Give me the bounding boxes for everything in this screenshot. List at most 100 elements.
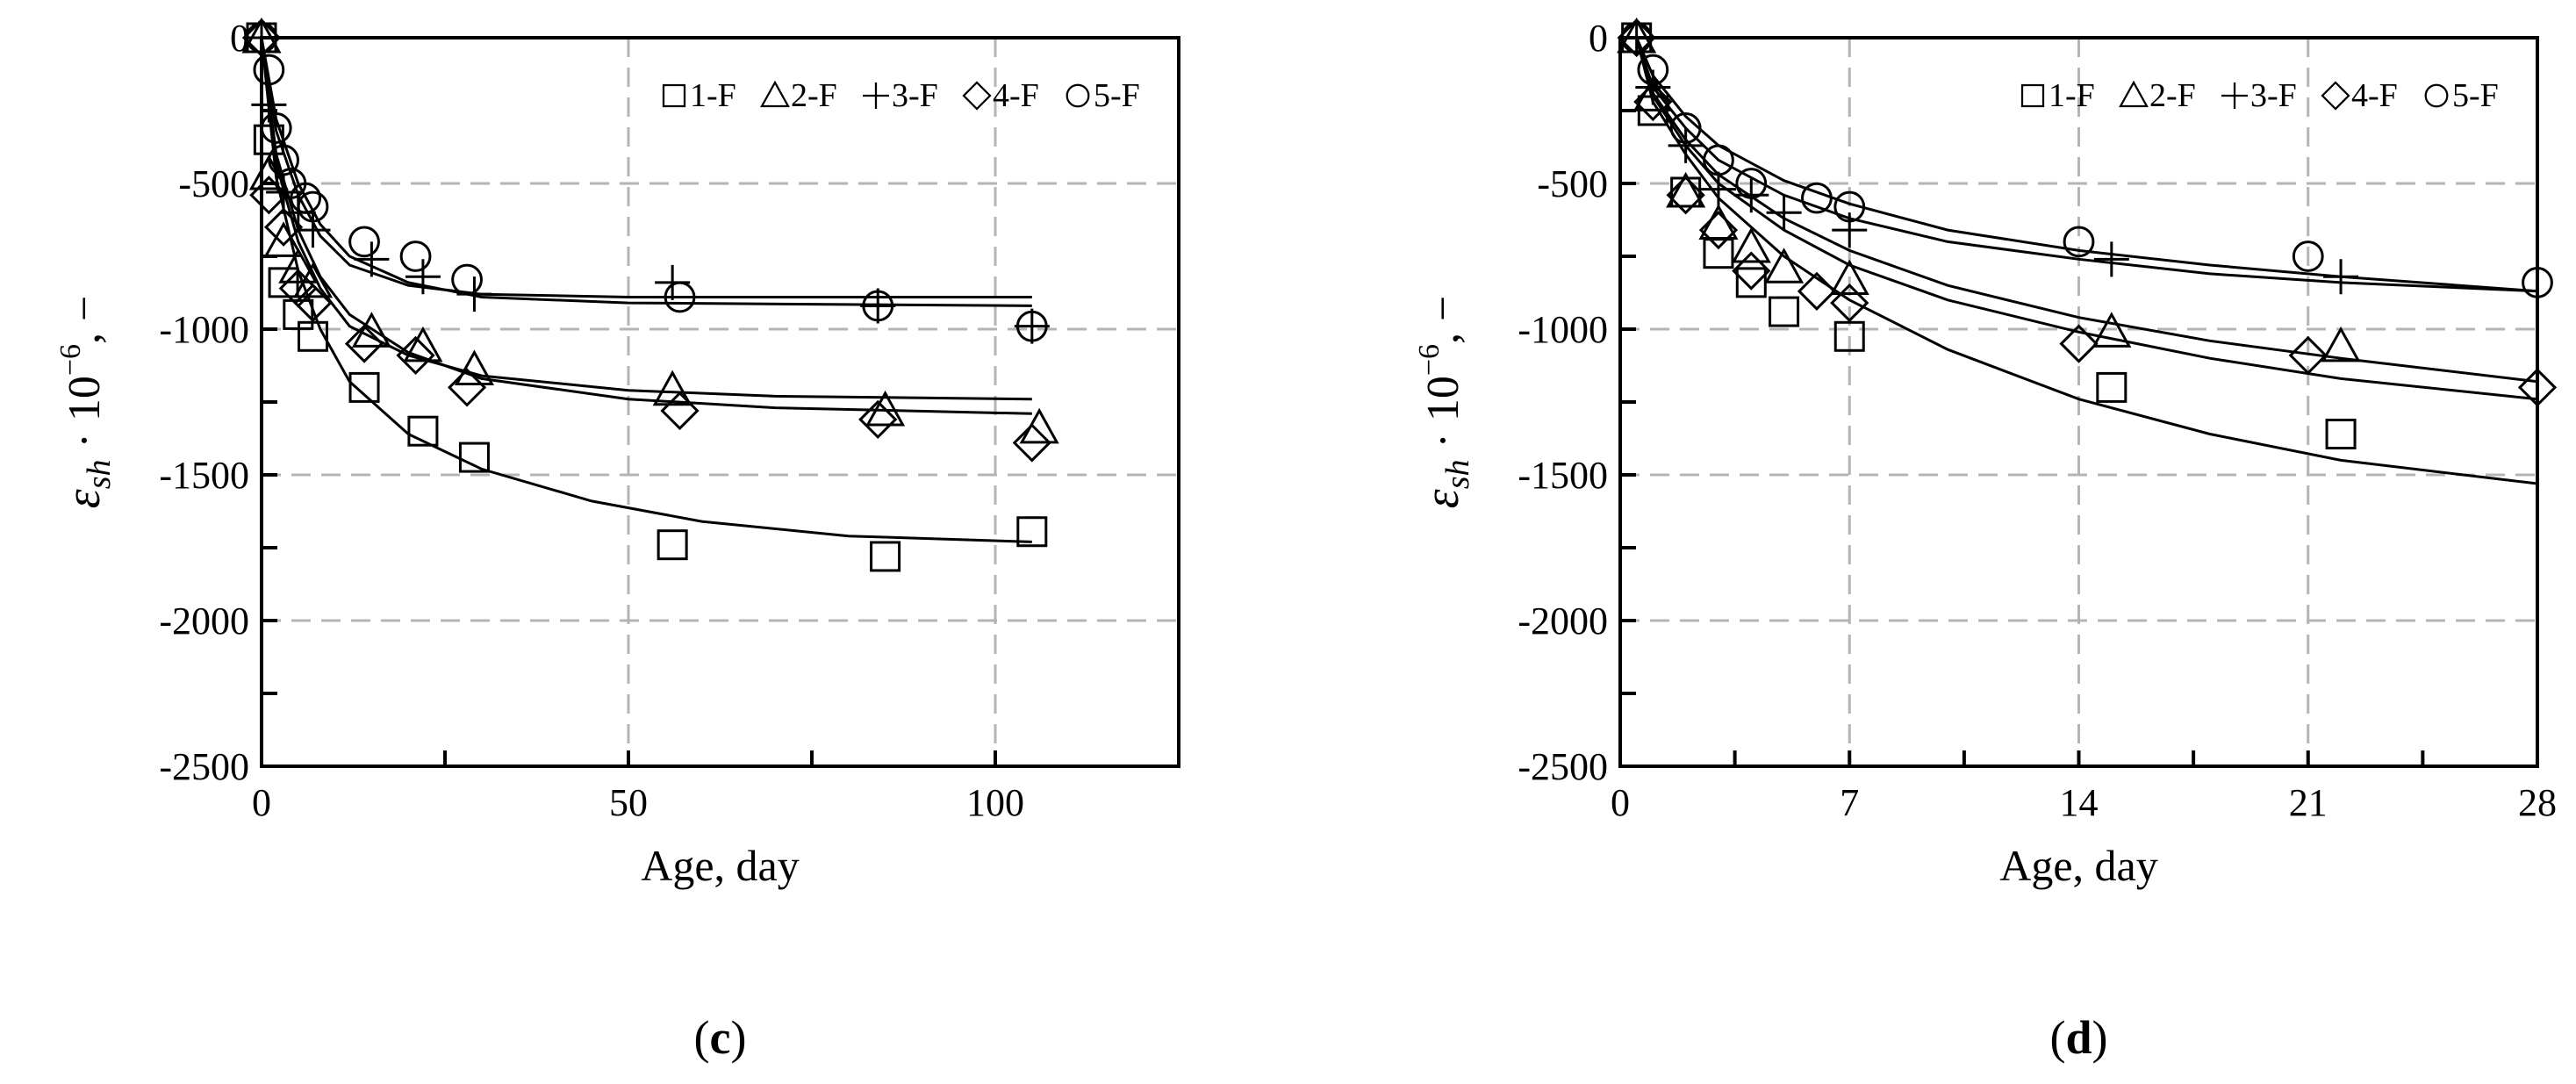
- data-point-5-F: [2292, 240, 2324, 272]
- data-point-2-F: [1666, 171, 1706, 208]
- legend-label: 5-F: [2452, 77, 2499, 114]
- x-tick-label: 0: [252, 781, 271, 824]
- data-point-2-F: [1829, 259, 1869, 296]
- data-point-5-F: [2063, 226, 2095, 258]
- data-point-5-F: [260, 112, 292, 144]
- data-point-1-F: [458, 441, 490, 473]
- data-point-5-F: [268, 144, 299, 176]
- panel-label-letter: d: [2065, 1011, 2092, 1064]
- data-point-3-F: [2323, 259, 2359, 295]
- y-axis-title-symbol: ε: [56, 488, 111, 508]
- data-point-1-F: [348, 371, 380, 403]
- y-tick-label: -2500: [159, 745, 249, 788]
- data-point-1-F: [657, 529, 688, 561]
- data-point-1-F: [407, 415, 439, 447]
- data-point-1-F: [1735, 267, 1767, 298]
- panel-label-letter: c: [710, 1011, 731, 1064]
- x-tick-label: 28: [2518, 781, 2557, 824]
- data-point-3-F: [1700, 171, 1736, 207]
- x-tick-label: 0: [1611, 781, 1630, 824]
- data-point-2-F: [865, 390, 906, 427]
- data-point-2-F: [1731, 226, 1771, 263]
- legend-label: 2-F: [791, 77, 837, 114]
- legend-triangle-marker: [2119, 80, 2149, 108]
- y-axis-title-factor: · 10: [1418, 376, 1468, 459]
- y-axis-title-tail: , −: [1418, 296, 1468, 344]
- data-point-3-F: [2093, 241, 2129, 277]
- data-point-3-F: [1733, 177, 1769, 213]
- data-point-1-F: [1016, 516, 1048, 548]
- data-point-5-F: [664, 281, 696, 313]
- legend-label: 1-F: [2049, 77, 2095, 114]
- data-point-4-F: [263, 207, 304, 247]
- data-point-1-F: [298, 320, 329, 352]
- data-point-5-F: [1669, 112, 1702, 144]
- data-point-4-F: [1617, 18, 1656, 58]
- data-point-5-F: [2522, 266, 2553, 298]
- data-point-2-F: [403, 326, 443, 363]
- data-point-4-F: [249, 176, 289, 215]
- data-point-3-F: [354, 241, 390, 277]
- y-axis-title-tail: , −: [60, 296, 110, 344]
- data-point-4-F: [1633, 82, 1673, 122]
- data-point-5-F: [1801, 182, 1833, 214]
- data-point-4-F: [1012, 423, 1051, 463]
- y-axis-title: εsh · 10−6, −: [1413, 296, 1476, 509]
- data-point-1-F: [1833, 320, 1865, 352]
- x-tick-label: 7: [1840, 781, 1859, 824]
- data-point-5-F: [399, 240, 432, 272]
- data-point-5-F: [1637, 54, 1669, 86]
- data-point-5-F: [297, 190, 329, 223]
- data-point-3-F: [244, 20, 279, 55]
- y-tick-label: -500: [1537, 162, 1608, 205]
- x-axis-title: Age, day: [641, 841, 800, 890]
- data-point-2-F: [2092, 312, 2132, 348]
- y-axis-title-subscript: sh: [81, 459, 118, 489]
- y-tick-label: -2000: [1518, 599, 1608, 643]
- data-point-2-F: [278, 248, 319, 284]
- y-axis-title-subscript: sh: [1439, 459, 1476, 489]
- data-point-2-F: [2321, 326, 2361, 363]
- x-tick-label: 100: [966, 781, 1024, 824]
- data-point-5-F: [1015, 310, 1048, 342]
- data-point-1-F: [870, 541, 901, 572]
- data-point-5-F: [1833, 190, 1866, 223]
- data-point-3-F: [1766, 195, 1802, 231]
- y-tick-label: -2500: [1518, 745, 1608, 788]
- data-point-2-F: [263, 221, 304, 257]
- y-tick-label: -1500: [1518, 454, 1608, 497]
- y-tick-label: 0: [1589, 17, 1608, 60]
- data-point-4-F: [2288, 335, 2328, 376]
- data-point-4-F: [293, 283, 333, 323]
- y-tick-label: -1500: [159, 454, 249, 497]
- legend-square-marker: [2020, 83, 2045, 108]
- y-axis-title-symbol: ε: [1415, 488, 1469, 508]
- data-point-4-F: [1666, 176, 1705, 215]
- panel-label-close: ): [2092, 1011, 2108, 1064]
- data-point-2-F: [292, 262, 334, 298]
- data-point-2-F: [652, 370, 692, 406]
- data-point-5-F: [862, 290, 894, 322]
- y-axis-title-superscript: −6: [1413, 344, 1446, 376]
- data-point-3-F: [405, 259, 441, 295]
- x-tick-label: 50: [609, 781, 648, 824]
- data-point-4-F: [660, 391, 700, 431]
- legend-diamond-marker: [962, 81, 992, 111]
- legend-label: 2-F: [2149, 77, 2196, 114]
- data-point-1-F: [1769, 296, 1800, 327]
- fit-curve-4-F: [1635, 37, 2538, 384]
- data-point-3-F: [860, 288, 896, 324]
- data-point-3-F: [1618, 20, 1654, 55]
- data-point-1-F: [2325, 419, 2357, 450]
- legend-diamond-marker: [2321, 81, 2350, 111]
- data-point-2-F: [454, 349, 494, 385]
- legend-label: 3-F: [2250, 77, 2297, 114]
- x-axis-title: Age, day: [1999, 841, 2158, 890]
- legend-label: 4-F: [993, 77, 1039, 114]
- data-point-5-F: [1703, 144, 1734, 176]
- legend-circle-marker: [2424, 83, 2449, 108]
- legend-plus-marker: [863, 83, 889, 109]
- panel-label: (d): [2049, 1011, 2107, 1064]
- data-point-5-F: [451, 263, 483, 296]
